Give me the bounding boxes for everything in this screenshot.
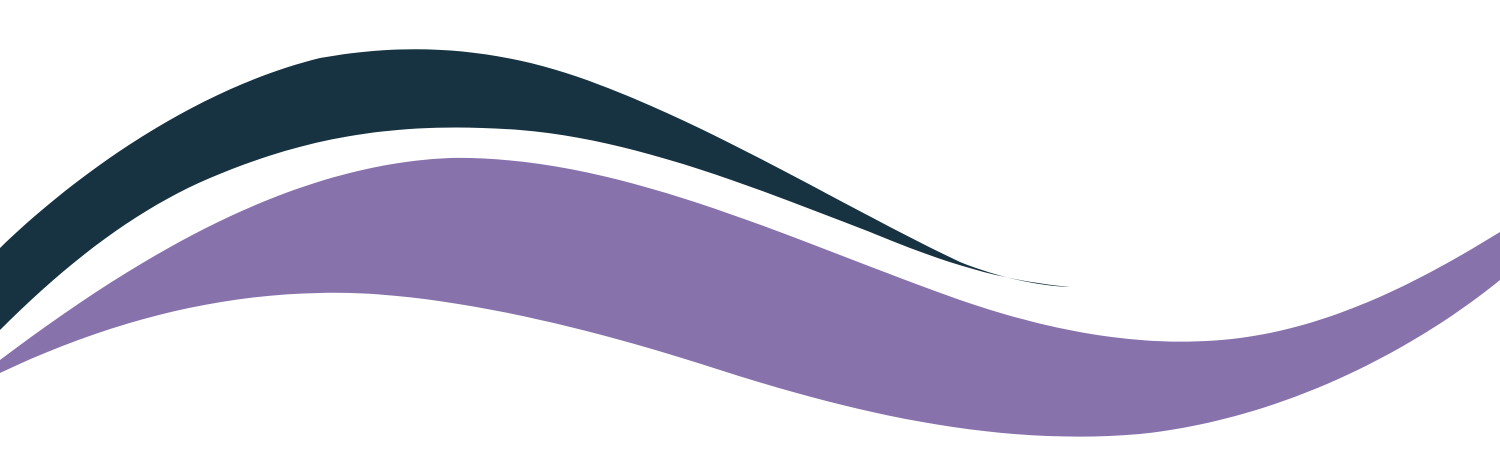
purple-wave-band xyxy=(0,157,1500,437)
dark-wave-band xyxy=(0,49,1070,330)
